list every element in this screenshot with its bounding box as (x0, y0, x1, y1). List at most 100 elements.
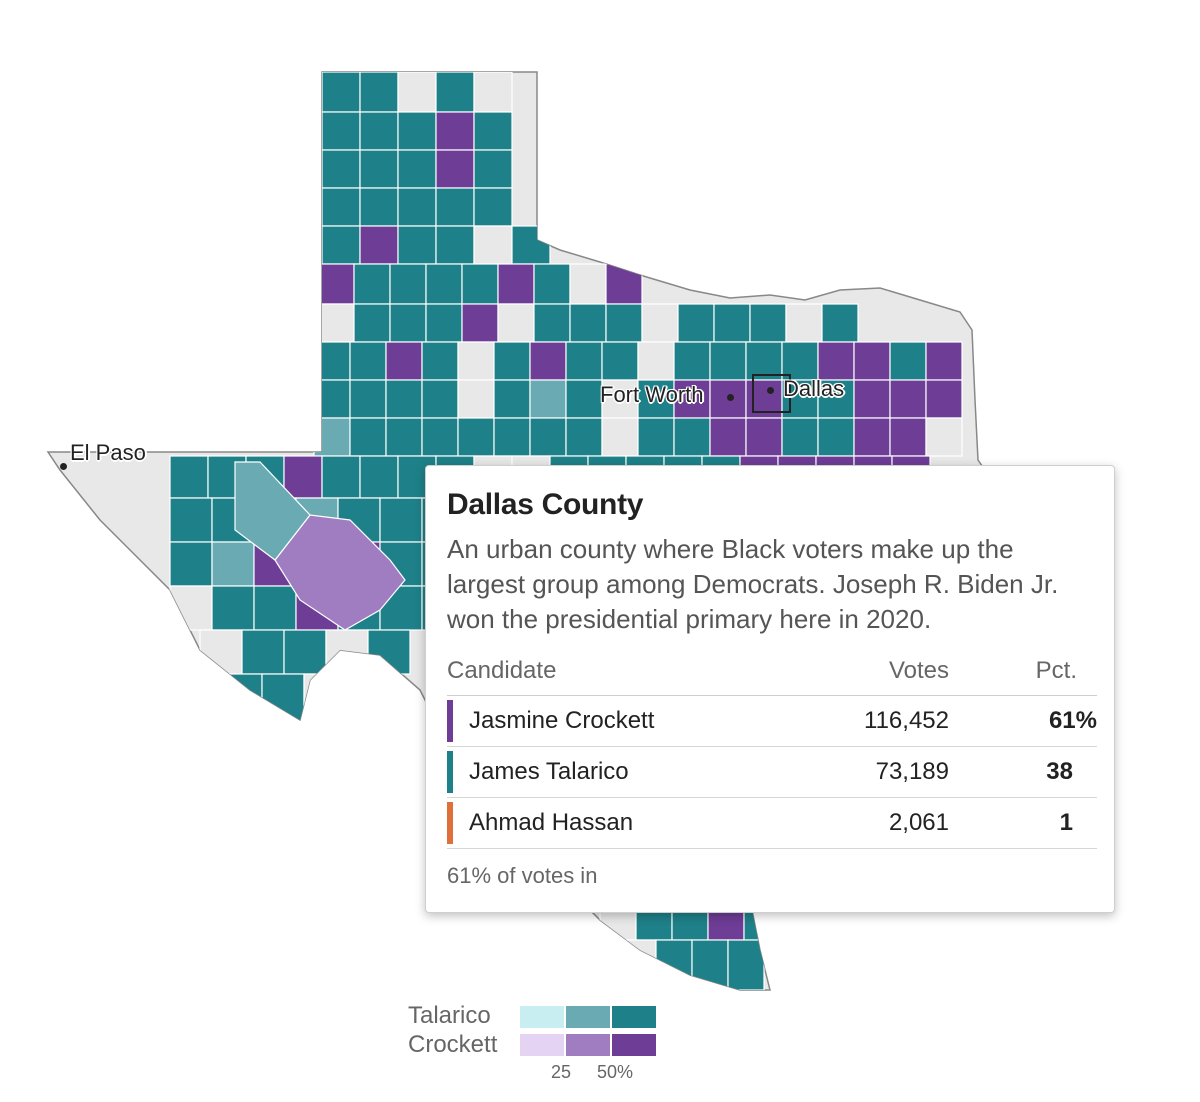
county-shape[interactable] (853, 379, 891, 419)
county-shape[interactable] (353, 303, 391, 343)
county-shape[interactable] (421, 417, 459, 457)
county-shape[interactable] (313, 379, 351, 419)
county-shape[interactable] (313, 417, 351, 457)
county-shape[interactable] (605, 303, 643, 343)
county-shape[interactable] (727, 939, 765, 990)
county-shape[interactable] (641, 303, 679, 343)
county-shape[interactable] (435, 72, 475, 113)
county-shape[interactable] (691, 939, 729, 990)
county-shape[interactable] (853, 417, 891, 457)
county-shape[interactable] (435, 225, 475, 265)
county-shape[interactable] (713, 303, 751, 343)
county-shape[interactable] (359, 111, 399, 151)
county-shape[interactable] (321, 455, 361, 499)
county-shape[interactable] (359, 187, 399, 227)
county-shape[interactable] (889, 379, 927, 419)
county-shape[interactable] (317, 263, 355, 305)
county-shape[interactable] (253, 585, 297, 631)
county-shape[interactable] (321, 72, 361, 113)
county-shape[interactable] (565, 379, 603, 419)
county-shape[interactable] (379, 497, 423, 543)
county-shape[interactable] (529, 341, 567, 381)
county-shape[interactable] (533, 263, 571, 305)
county-shape[interactable] (461, 303, 499, 343)
county-shape[interactable] (261, 673, 305, 725)
county-shape[interactable] (274, 514, 406, 631)
county-shape[interactable] (673, 341, 711, 381)
county-shape[interactable] (397, 72, 437, 113)
county-shape[interactable] (493, 341, 531, 381)
county-shape[interactable] (853, 341, 891, 381)
county-shape[interactable] (677, 303, 715, 343)
county-shape[interactable] (605, 263, 643, 305)
county-shape[interactable] (529, 379, 567, 419)
county-shape[interactable] (367, 629, 411, 675)
county-shape[interactable] (637, 417, 675, 457)
county-shape[interactable] (925, 379, 963, 419)
county-shape[interactable] (211, 541, 255, 587)
county-shape[interactable] (313, 341, 351, 381)
county-shape[interactable] (709, 417, 747, 457)
county-shape[interactable] (473, 111, 513, 151)
county-shape[interactable] (673, 417, 711, 457)
county-shape[interactable] (353, 263, 391, 305)
county-shape[interactable] (533, 303, 571, 343)
county-shape[interactable] (745, 341, 783, 381)
county-shape[interactable] (821, 303, 859, 343)
county-shape[interactable] (473, 225, 513, 265)
county-shape[interactable] (889, 341, 927, 381)
county-shape[interactable] (425, 303, 463, 343)
county-shape[interactable] (457, 379, 495, 419)
county-shape[interactable] (397, 149, 437, 189)
county-shape[interactable] (325, 629, 369, 675)
county-shape[interactable] (511, 225, 551, 265)
county-shape[interactable] (493, 417, 531, 457)
county-shape[interactable] (385, 341, 423, 381)
county-shape[interactable] (169, 497, 213, 543)
county-shape[interactable] (529, 417, 567, 457)
county-shape[interactable] (601, 417, 639, 457)
county-shape[interactable] (655, 939, 693, 990)
county-shape[interactable] (817, 341, 855, 381)
county-shape[interactable] (473, 149, 513, 189)
county-shape[interactable] (359, 225, 399, 265)
county-shape[interactable] (637, 341, 675, 381)
county-shape[interactable] (889, 417, 927, 457)
county-shape[interactable] (435, 111, 475, 151)
county-shape[interactable] (709, 341, 747, 381)
county-shape[interactable] (785, 303, 823, 343)
county-shape[interactable] (359, 455, 399, 499)
county-shape[interactable] (397, 111, 437, 151)
county-shape[interactable] (385, 379, 423, 419)
county-shape[interactable] (497, 263, 535, 305)
county-shape[interactable] (234, 461, 311, 561)
county-shape[interactable] (389, 303, 427, 343)
county-shape[interactable] (425, 263, 463, 305)
county-shape[interactable] (619, 939, 657, 990)
county-shape[interactable] (565, 417, 603, 457)
county-shape[interactable] (925, 341, 963, 381)
county-shape[interactable] (473, 72, 513, 113)
county-shape[interactable] (397, 187, 437, 227)
county-shape[interactable] (283, 455, 323, 499)
county-shape[interactable] (421, 379, 459, 419)
county-shape[interactable] (169, 541, 213, 587)
county-shape[interactable] (601, 379, 639, 419)
county-shape[interactable] (569, 263, 607, 305)
county-shape[interactable] (283, 629, 327, 675)
county-shape[interactable] (745, 417, 783, 457)
county-shape[interactable] (435, 149, 475, 189)
county-shape[interactable] (385, 417, 423, 457)
county-shape[interactable] (421, 341, 459, 381)
county-shape[interactable] (321, 187, 361, 227)
county-shape[interactable] (457, 417, 495, 457)
county-shape[interactable] (321, 149, 361, 189)
county-shape[interactable] (211, 585, 255, 631)
county-shape[interactable] (349, 417, 387, 457)
county-shape[interactable] (169, 455, 209, 499)
county-shape[interactable] (321, 225, 361, 265)
county-shape[interactable] (817, 379, 855, 419)
county-shape[interactable] (925, 417, 963, 457)
dallas-county-highlight[interactable] (752, 374, 791, 413)
county-shape[interactable] (359, 72, 399, 113)
